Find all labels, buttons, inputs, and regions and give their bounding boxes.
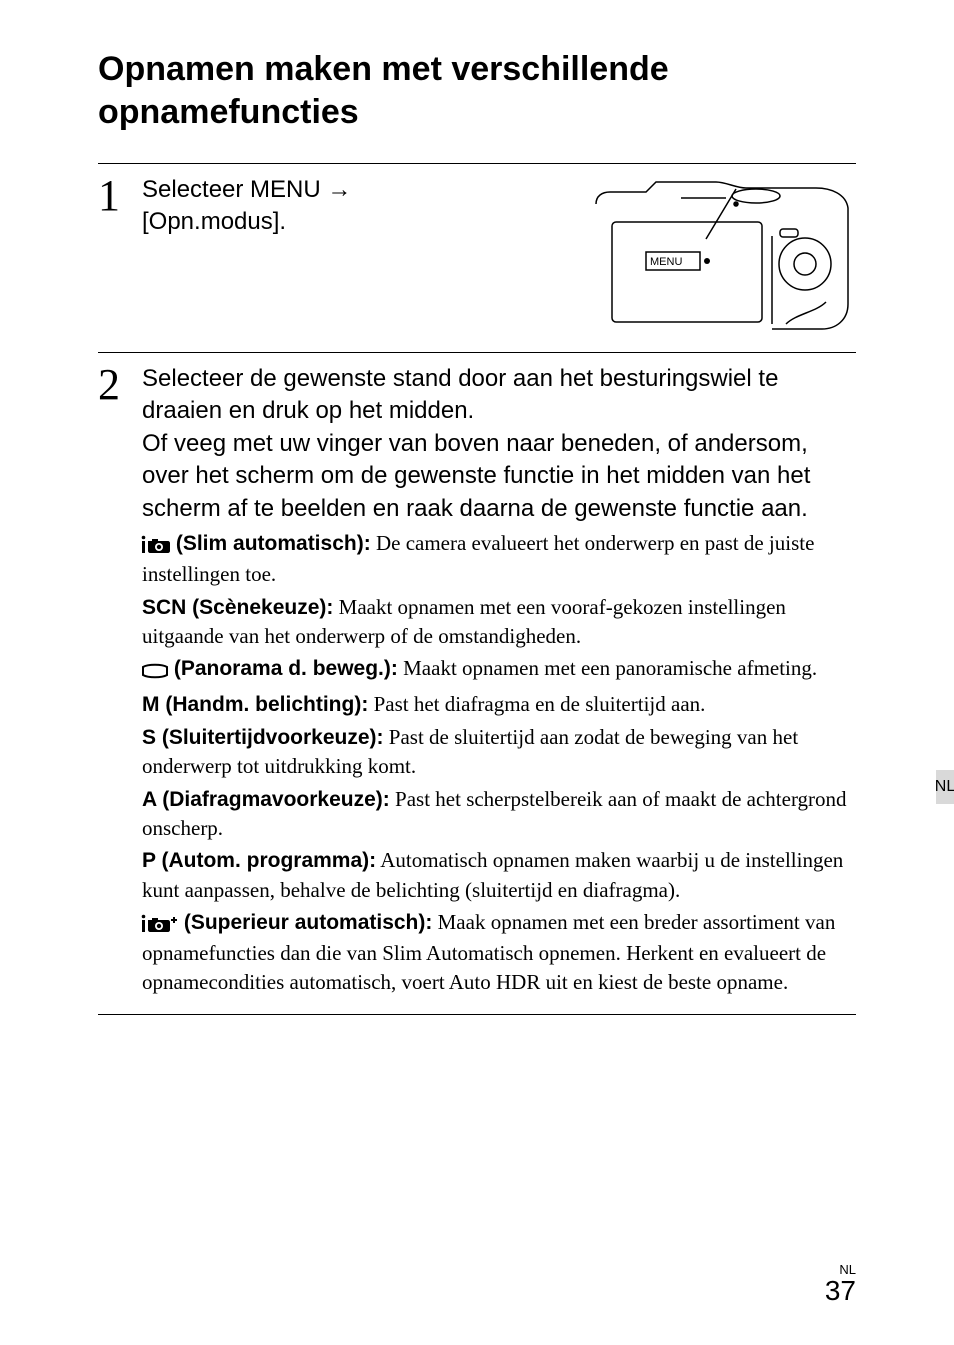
mode-p-label: P (Autom. programma): [142, 849, 376, 872]
step-2-number: 2 [98, 363, 142, 407]
footer-page-number: 37 [825, 1277, 856, 1305]
step-1-line-a: Selecteer MENU [142, 176, 321, 203]
mode-m: M (Handm. belichting): Past het diafragm… [142, 690, 856, 719]
intelligent-auto-icon [142, 532, 170, 560]
step-2: 2 Selecteer de gewenste stand door aan h… [98, 353, 856, 1014]
step-2-intro-a: Selecteer de gewenste stand door aan het… [142, 365, 778, 424]
mode-s-label: S (Sluitertijdvoorkeuze): [142, 726, 384, 749]
mode-scn-label: SCN (Scènekeuze): [142, 596, 333, 619]
mode-slim-label: (Slim automatisch): [170, 532, 371, 555]
mode-scn: SCN (Scènekeuze): Maakt opnamen met een … [142, 593, 856, 651]
mode-m-desc: Past het diafragma en de sluitertijd aan… [368, 692, 705, 716]
page-footer: NL 37 [825, 1262, 856, 1305]
mode-p: P (Autom. programma): Automatisch opname… [142, 846, 856, 904]
step-1-body: Selecteer MENU → [Opn.modus]. MENU [142, 174, 856, 334]
mode-m-label: M (Handm. belichting): [142, 693, 368, 716]
mode-pano-desc: Maakt opnamen met een panoramische afmet… [398, 656, 817, 680]
modes-list: (Slim automatisch): De camera evalueert … [142, 529, 856, 996]
step-1-number: 1 [98, 174, 142, 218]
mode-pano: (Panorama d. beweg.): Maakt opnamen met … [142, 654, 856, 685]
superior-auto-icon [142, 911, 178, 939]
mode-a: A (Diafragmavoorkeuze): Past het scherps… [142, 785, 856, 843]
arrow-icon: → [327, 174, 351, 206]
step-1-line-b: [Opn.modus]. [142, 208, 286, 235]
page: Opnamen maken met verschillende opnamefu… [0, 0, 954, 1345]
mode-s: S (Sluitertijdvoorkeuze): Past de sluite… [142, 723, 856, 781]
mode-sup: (Superieur automatisch): Maak opnamen me… [142, 908, 856, 996]
mode-pano-label: (Panorama d. beweg.): [168, 657, 398, 680]
camera-illustration: MENU [586, 174, 856, 334]
menu-label: MENU [650, 256, 682, 268]
mode-slim: (Slim automatisch): De camera evalueert … [142, 529, 856, 589]
step-1-text: Selecteer MENU → [Opn.modus]. [142, 174, 570, 239]
step-2-intro: Selecteer de gewenste stand door aan het… [142, 363, 856, 525]
step-1: 1 Selecteer MENU → [Opn.modus]. [98, 164, 856, 352]
page-title: Opnamen maken met verschillende opnamefu… [98, 48, 856, 133]
step-2-body: Selecteer de gewenste stand door aan het… [142, 363, 856, 996]
mode-a-label: A (Diafragmavoorkeuze): [142, 788, 390, 811]
step-2-intro-b: Of veeg met uw vinger van boven naar ben… [142, 430, 810, 522]
language-tab: NL [936, 770, 954, 804]
divider [98, 1014, 856, 1015]
mode-sup-label: (Superieur automatisch): [178, 911, 432, 934]
panorama-icon [142, 657, 168, 685]
